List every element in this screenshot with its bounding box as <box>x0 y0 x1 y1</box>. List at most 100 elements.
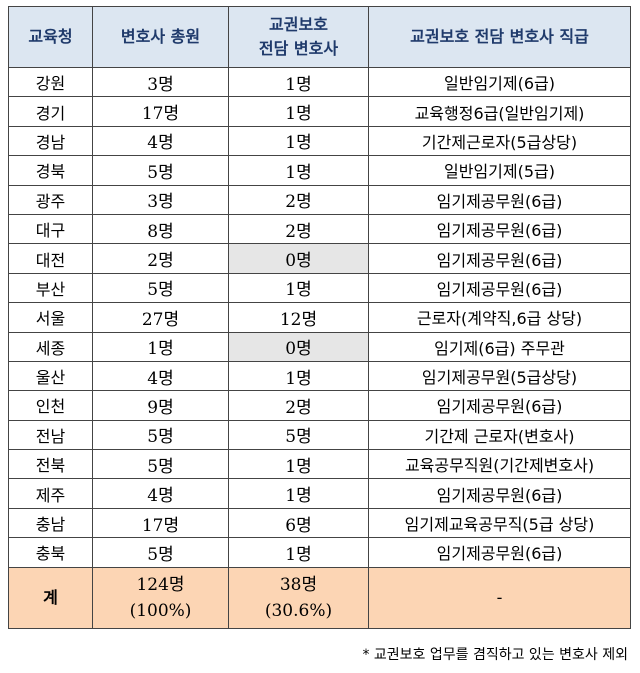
table-row: 세종 1명 0명 임기제(6급) 주무관 <box>8 331 631 362</box>
total-lawyers-cell: 3명 <box>92 66 229 98</box>
position-cell: 일반임기제(5급) <box>368 155 631 186</box>
dedicated-lawyers-cell: 5명 <box>228 419 369 451</box>
table-row: 인천 9명 2명 임기제공무원(6급) <box>8 390 631 421</box>
region-cell: 대전 <box>8 243 93 274</box>
total-position: - <box>368 566 631 629</box>
total-lawyers-cell: 17명 <box>92 96 229 127</box>
region-cell: 울산 <box>8 360 93 392</box>
table-row: 울산 4명 1명 임기제공무원(5급상당) <box>8 360 631 392</box>
total-lawyers-count: 124명 <box>136 574 185 595</box>
dedicated-lawyers-cell: 0명 <box>228 243 369 274</box>
position-cell: 임기제교육공무직(5급 상당) <box>368 507 631 539</box>
table-row: 대전 2명 0명 임기제공무원(6급) <box>8 243 631 274</box>
total-lawyers-cell: 5명 <box>92 272 229 304</box>
position-cell: 근로자(계약직,6급 상당) <box>368 302 631 333</box>
total-lawyers-cell: 2명 <box>92 243 229 274</box>
total-lawyers-cell: 4명 <box>92 125 229 157</box>
total-label: 계 <box>8 566 93 629</box>
total-lawyers-cell: 4명 <box>92 360 229 392</box>
total-lawyers-cell: 3명 <box>92 184 229 215</box>
position-cell: 임기제공무원(6급) <box>368 537 631 568</box>
position-cell: 임기제공무원(6급) <box>368 272 631 304</box>
table-row: 경기 17명 1명 교육행정6급(일반임기제) <box>8 96 631 127</box>
dedicated-lawyers-cell: 0명 <box>228 331 369 362</box>
position-cell: 임기제(6급) 주무관 <box>368 331 631 362</box>
total-lawyers-cell: 1명 <box>92 331 229 362</box>
table-row: 충남 17명 6명 임기제교육공무직(5급 상당) <box>8 507 631 539</box>
table-row: 전북 5명 1명 교육공무직원(기간제변호사) <box>8 449 631 480</box>
region-cell: 경북 <box>8 155 93 186</box>
header-region: 교육청 <box>8 6 93 68</box>
position-cell: 임기제공무원(6급) <box>368 184 631 215</box>
region-cell: 제주 <box>8 478 93 509</box>
table-row: 대구 8명 2명 임기제공무원(6급) <box>8 213 631 245</box>
dedicated-lawyers-cell: 1명 <box>228 66 369 98</box>
footnote: * 교권보호 업무를 겸직하고 있는 변호사 제외 <box>362 647 628 663</box>
dedicated-lawyers-cell: 12명 <box>228 302 369 333</box>
header-row: 교육청 변호사 총원 교권보호 전담 변호사 교권보호 전담 변호사 직급 <box>8 6 631 68</box>
total-lawyers-percent: (100%) <box>129 600 192 621</box>
total-lawyers-cell: 27명 <box>92 302 229 333</box>
region-cell: 충북 <box>8 537 93 568</box>
total-lawyers-cell: 17명 <box>92 507 229 539</box>
dedicated-lawyers-cell: 1명 <box>228 155 369 186</box>
total-dedicated-percent: (30.6%) <box>264 600 333 621</box>
position-cell: 임기제공무원(6급) <box>368 390 631 421</box>
position-cell: 일반임기제(6급) <box>368 66 631 98</box>
table-row: 전남 5명 5명 기간제 근로자(변호사) <box>8 419 631 451</box>
region-cell: 부산 <box>8 272 93 304</box>
table-row: 경남 4명 1명 기간제근로자(5급상당) <box>8 125 631 157</box>
dedicated-lawyers-cell: 6명 <box>228 507 369 539</box>
table-container: 교육청 변호사 총원 교권보호 전담 변호사 교권보호 전담 변호사 직급 강원… <box>8 6 631 629</box>
region-cell: 경기 <box>8 96 93 127</box>
dedicated-lawyers-cell: 2명 <box>228 213 369 245</box>
region-cell: 대구 <box>8 213 93 245</box>
region-cell: 세종 <box>8 331 93 362</box>
header-position: 교권보호 전담 변호사 직급 <box>368 6 631 68</box>
position-cell: 교육행정6급(일반임기제) <box>368 96 631 127</box>
position-cell: 교육공무직원(기간제변호사) <box>368 449 631 480</box>
region-cell: 전북 <box>8 449 93 480</box>
table-row: 강원 3명 1명 일반임기제(6급) <box>8 66 631 98</box>
table-row: 경북 5명 1명 일반임기제(5급) <box>8 155 631 186</box>
region-cell: 서울 <box>8 302 93 333</box>
region-cell: 충남 <box>8 507 93 539</box>
position-cell: 임기제공무원(6급) <box>368 478 631 509</box>
position-cell: 임기제공무원(6급) <box>368 243 631 274</box>
table-row: 부산 5명 1명 임기제공무원(6급) <box>8 272 631 304</box>
position-cell: 임기제공무원(5급상당) <box>368 360 631 392</box>
region-cell: 인천 <box>8 390 93 421</box>
total-lawyers-cell: 5명 <box>92 419 229 451</box>
dedicated-lawyers-cell: 2명 <box>228 184 369 215</box>
header-dedicated-line1: 교권보호 <box>269 15 328 34</box>
total-lawyers-cell: 124명 (100%) <box>92 566 229 629</box>
total-lawyers-cell: 5명 <box>92 449 229 480</box>
total-lawyers-cell: 5명 <box>92 155 229 186</box>
total-lawyers-cell: 8명 <box>92 213 229 245</box>
dedicated-lawyers-cell: 1명 <box>228 96 369 127</box>
header-total-lawyers: 변호사 총원 <box>92 6 229 68</box>
table-row: 충북 5명 1명 임기제공무원(6급) <box>8 537 631 568</box>
dedicated-lawyers-cell: 1명 <box>228 478 369 509</box>
table-row: 광주 3명 2명 임기제공무원(6급) <box>8 184 631 215</box>
dedicated-lawyers-cell: 1명 <box>228 125 369 157</box>
region-cell: 광주 <box>8 184 93 215</box>
table-row: 제주 4명 1명 임기제공무원(6급) <box>8 478 631 509</box>
dedicated-lawyers-cell: 1명 <box>228 537 369 568</box>
total-lawyers-cell: 5명 <box>92 537 229 568</box>
total-dedicated-count: 38명 <box>279 574 318 595</box>
region-cell: 전남 <box>8 419 93 451</box>
table-row: 서울 27명 12명 근로자(계약직,6급 상당) <box>8 302 631 333</box>
region-cell: 강원 <box>8 66 93 98</box>
dedicated-lawyers-cell: 1명 <box>228 360 369 392</box>
position-cell: 임기제공무원(6급) <box>368 213 631 245</box>
dedicated-lawyers-cell: 1명 <box>228 449 369 480</box>
position-cell: 기간제 근로자(변호사) <box>368 419 631 451</box>
lawyer-table: 교육청 변호사 총원 교권보호 전담 변호사 교권보호 전담 변호사 직급 강원… <box>8 6 631 629</box>
region-cell: 경남 <box>8 125 93 157</box>
header-dedicated-line2: 전담 변호사 <box>258 39 339 58</box>
dedicated-lawyers-cell: 1명 <box>228 272 369 304</box>
table-body: 강원 3명 1명 일반임기제(6급) 경기 17명 1명 교육행정6급(일반임기제) 경남 4명 1… <box>8 66 631 568</box>
total-row: 계 124명 (100%) 38명 (30.6%) - <box>8 566 631 629</box>
position-cell: 기간제근로자(5급상당) <box>368 125 631 157</box>
